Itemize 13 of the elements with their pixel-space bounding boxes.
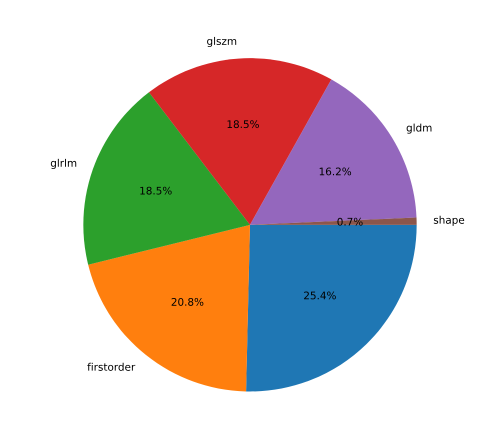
data-label: 18.5% (228, 120, 259, 128)
slice-label: glszm (207, 36, 236, 47)
pie-slice (250, 218, 417, 225)
data-label: 25.4% (304, 292, 336, 300)
data-label: 20.8% (172, 298, 204, 306)
data-label: 18.5% (140, 186, 172, 195)
data-label: 16.2% (320, 168, 352, 176)
slice-label: firstorder (87, 362, 136, 371)
pie-slice (246, 224, 417, 392)
slice-label: gldm (406, 124, 432, 134)
slice-label: glrlm (50, 158, 76, 169)
slice-label: shape (434, 216, 464, 226)
pie-slice (88, 224, 250, 392)
